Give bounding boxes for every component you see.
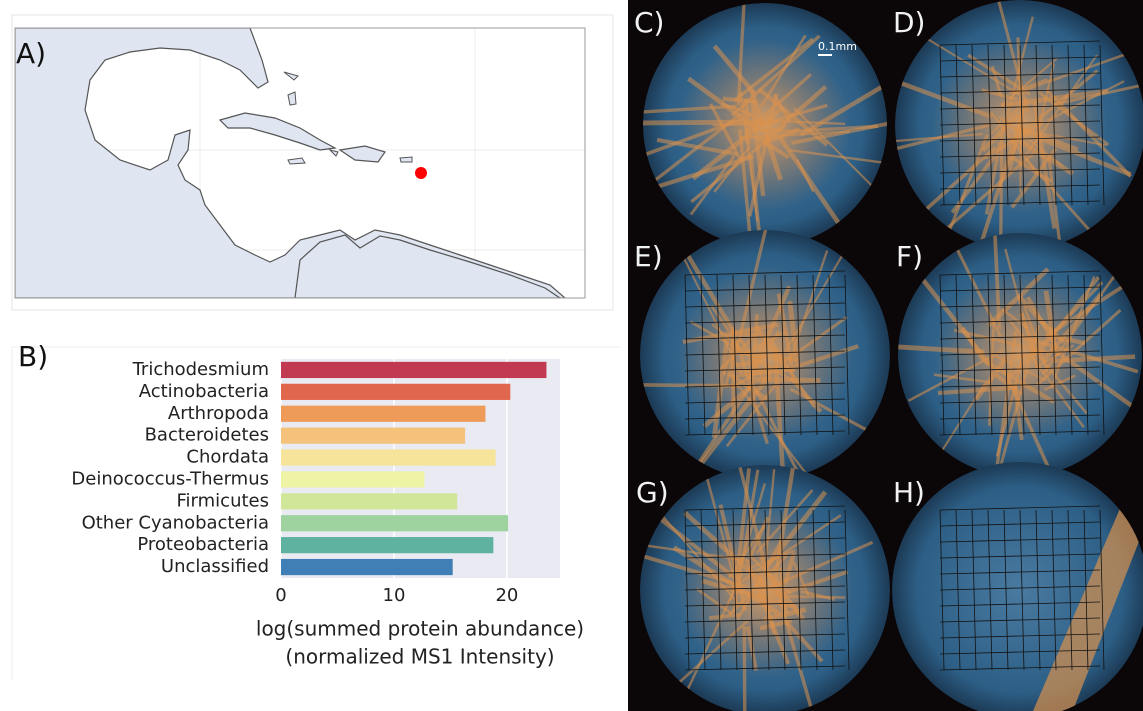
y-tick-label: Trichodesmium (132, 359, 269, 380)
panel-label: C) (634, 6, 664, 39)
figure: A) B) 0 10 20 TrichodesmiumActinobacteriaAr… (0, 0, 1143, 711)
bar (281, 515, 508, 531)
panel-label: G) (636, 476, 669, 509)
micrographs (599, 0, 1143, 711)
bar (281, 537, 493, 553)
micrograph (892, 462, 1143, 711)
bar (281, 449, 496, 465)
panel-label: A) (16, 37, 46, 70)
filament (751, 380, 820, 381)
scale-bar-label: 0.1mm (818, 40, 857, 53)
bar (281, 406, 485, 422)
bar (281, 428, 465, 444)
y-tick-label: Firmicutes (177, 490, 269, 511)
x-tick-label: 10 (383, 585, 406, 606)
panel-label: H) (893, 476, 925, 509)
y-tick-label: Bacteroidetes (145, 425, 269, 446)
panel-label: E) (634, 240, 663, 273)
x-axis-label: log(summed protein abundance) (256, 617, 584, 641)
x-axis-label: (normalized MS1 Intensity) (285, 645, 554, 669)
bar-chart: 0 10 20 TrichodesmiumActinobacteriaArthropo… (71, 359, 584, 669)
map (15, 28, 585, 298)
bar (281, 559, 453, 575)
x-tick-label: 20 (495, 585, 518, 606)
sample-site (415, 167, 427, 179)
y-tick-label: Chordata (186, 447, 269, 468)
bar (281, 493, 457, 509)
panel-label: D) (893, 6, 925, 39)
bar (281, 384, 510, 400)
y-tick-label: Actinobacteria (139, 381, 269, 402)
panel-label: B) (18, 340, 48, 373)
y-tick-label: Arthropoda (168, 403, 269, 424)
panel-label: F) (896, 240, 923, 273)
y-tick-label: Unclassified (161, 556, 269, 577)
y-tick-label: Other Cyanobacteria (82, 512, 269, 533)
bar (281, 471, 424, 487)
y-tick-label: Proteobacteria (137, 534, 269, 555)
x-tick-label: 0 (275, 585, 286, 606)
filament (637, 122, 778, 123)
bar (281, 362, 546, 378)
y-tick-label: Deinococcus-Thermus (71, 468, 269, 489)
